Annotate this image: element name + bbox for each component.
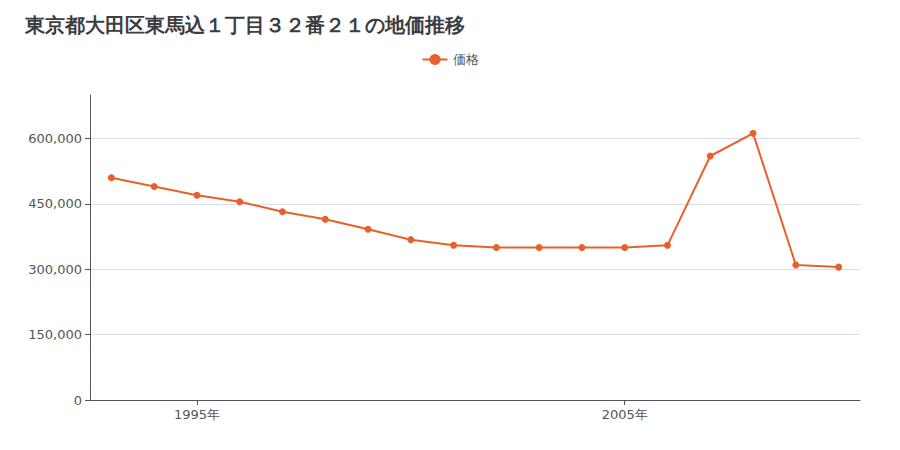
svg-text:600,000: 600,000 bbox=[28, 131, 82, 146]
svg-text:価格: 価格 bbox=[453, 52, 479, 67]
svg-text:1995年: 1995年 bbox=[174, 407, 220, 422]
svg-text:2005年: 2005年 bbox=[602, 407, 648, 422]
svg-text:東京都大田区東馬込１丁目３２番２１の地価推移: 東京都大田区東馬込１丁目３２番２１の地価推移 bbox=[24, 13, 465, 37]
svg-text:300,000: 300,000 bbox=[28, 262, 82, 277]
svg-text:450,000: 450,000 bbox=[28, 196, 82, 211]
svg-text:0: 0 bbox=[74, 393, 82, 408]
svg-text:150,000: 150,000 bbox=[28, 327, 82, 342]
